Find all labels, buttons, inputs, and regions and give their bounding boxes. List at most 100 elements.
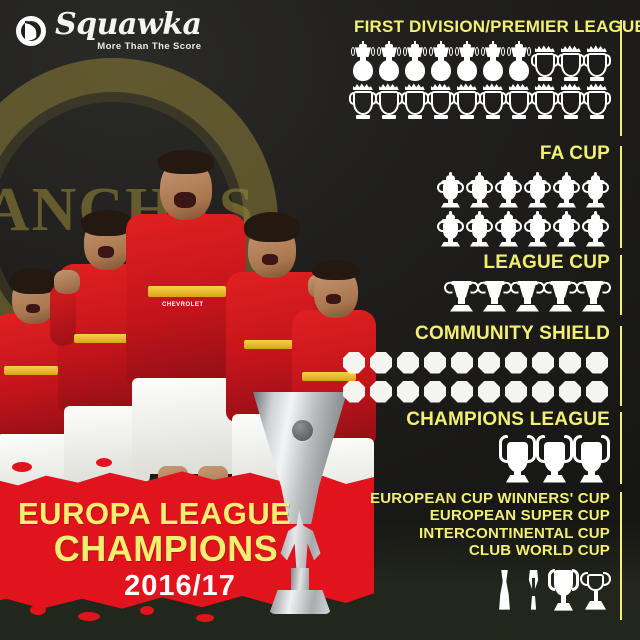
league-cup-trophy-icon [443,279,480,313]
first-division-trophy-icon [376,41,402,82]
honour-label: COMMUNITY SHIELD [415,323,610,344]
european-super-cup-trophy-icon [580,568,611,612]
fa-cup-trophy-icon [552,170,581,208]
honour-label-line-3: INTERCONTINENTAL CUP [419,524,610,542]
first-division-trophy-icon [350,41,376,82]
honour-label-line-2: EUROPEAN SUPER CUP [429,507,610,525]
premier-league-trophy-icon [557,83,585,120]
trophy-row [436,209,610,247]
headline-block: EUROPA LEAGUE CHAMPIONS 2016/17 [18,498,348,601]
club-world-cup-trophy-icon [492,568,517,612]
community-shield-icon [584,379,610,405]
honour-label-line-1: EUROPEAN CUP WINNERS' CUP [370,490,610,507]
community-shield-icon [395,379,421,405]
honour-label: LEAGUE CUP [483,252,610,273]
premier-league-trophy-icon [583,83,611,120]
fa-cup-trophy-icon [494,209,523,247]
headline-line2: CHAMPIONS [53,528,279,569]
community-shield-icon [503,350,529,376]
premier-league-trophy-icon [349,83,377,120]
premier-league-trophy-icon [531,83,559,120]
honour-label-line-4: CLUB WORLD CUP [468,542,610,560]
community-shield-icon [557,379,583,405]
fa-cup-trophy-icon [523,170,552,208]
trophy-row [443,279,612,313]
premier-league-trophy-icon [479,83,507,120]
honour-section-first-division-premier-league: FIRST DIVISION/PREMIER LEAGUE [349,17,640,136]
community-shield-icon [530,379,556,405]
community-shield-icon [341,350,367,376]
honour-section-other-cups: EUROPEAN CUP WINNERS' CUP EUROPEAN SUPER… [340,490,622,620]
fa-cup-trophy-icon [552,209,581,247]
brand-name: Squawka [55,7,202,42]
headline-season: 2016/17 [124,569,236,602]
squawka-logo: Squawka More Than The Score [16,7,202,52]
community-shield-icon [503,379,529,405]
fa-cup-trophy-icon [581,170,610,208]
fa-cup-trophy-icon [494,170,523,208]
honour-label: FA CUP [539,143,610,164]
first-division-trophy-icon [428,41,454,82]
honour-section-champions-league: CHAMPIONS LEAGUE [384,409,622,484]
premier-league-trophy-icon [505,83,533,120]
league-cup-trophy-icon [476,279,513,313]
community-shield-icon [422,379,448,405]
community-shield-icon [449,379,475,405]
trophy-row [349,83,611,120]
trophy-row [499,434,610,484]
shield-row [341,350,610,376]
community-shield-icon [422,350,448,376]
premier-league-trophy-icon [427,83,455,120]
community-shield-icon [341,379,367,405]
trophy-row [350,41,611,82]
first-division-trophy-icon [454,41,480,82]
brand-tagline: More Than The Score [97,41,202,52]
premier-league-trophy-icon [583,45,611,82]
first-division-trophy-icon [402,41,428,82]
honours-panel: FIRST DIVISION/PREMIER LEAGUE [340,0,640,640]
logo-dot [26,23,31,29]
squawka-circle-icon [16,15,46,46]
community-shield-icon [557,350,583,376]
champions-league-trophy-icon [573,434,610,484]
community-shield-icon [395,350,421,376]
community-shield-icon [449,350,475,376]
first-division-trophy-icon [506,41,532,82]
league-cup-trophy-icon [575,279,612,313]
europa-league-trophy-icon [247,392,353,632]
honour-section-fa-cup: FA CUP [414,143,622,248]
honour-label: CHAMPIONS LEAGUE [406,409,610,430]
european-cup-winners-cup-trophy-icon [548,568,579,612]
community-shield-icon [584,350,610,376]
brand-text: Squawka More Than The Score [55,7,202,52]
intercontinental-cup-trophy-icon [521,568,546,612]
fa-cup-trophy-icon [465,170,494,208]
trophy-row [492,568,611,612]
fa-cup-trophy-icon [436,170,465,208]
fa-cup-trophy-icon [465,209,494,247]
fa-cup-trophy-icon [523,209,552,247]
honour-section-league-cup: LEAGUE CUP [414,252,622,315]
premier-league-trophy-icon [453,83,481,120]
shield-row [341,379,610,405]
community-shield-icon [368,350,394,376]
premier-league-trophy-icon [401,83,429,120]
premier-league-trophy-icon [557,45,585,82]
fa-cup-trophy-icon [581,209,610,247]
community-shield-icon [476,350,502,376]
first-division-trophy-icon [480,41,506,82]
league-cup-trophy-icon [509,279,546,313]
community-shield-icon [476,379,502,405]
fa-cup-trophy-icon [436,209,465,247]
community-shield-icon [530,350,556,376]
headline-line1: EUROPA LEAGUE [18,496,292,531]
trophy-row [436,170,610,208]
champions-league-trophy-icon [499,434,536,484]
premier-league-trophy-icon [375,83,403,120]
league-cup-trophy-icon [542,279,579,313]
community-shield-icon [368,379,394,405]
champions-league-trophy-icon [536,434,573,484]
premier-league-trophy-icon [531,45,559,82]
honour-section-community-shield: COMMUNITY SHIELD [343,323,622,406]
